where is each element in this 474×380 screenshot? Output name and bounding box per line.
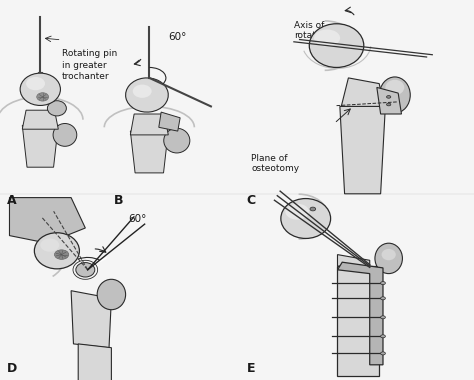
Ellipse shape: [381, 282, 385, 285]
Text: Axis of
rotation: Axis of rotation: [294, 21, 329, 40]
Ellipse shape: [76, 263, 95, 277]
Polygon shape: [159, 112, 180, 131]
Ellipse shape: [314, 30, 340, 47]
Polygon shape: [340, 106, 385, 194]
Ellipse shape: [387, 95, 391, 98]
Polygon shape: [337, 266, 379, 376]
Ellipse shape: [382, 249, 396, 260]
Ellipse shape: [55, 250, 69, 260]
Ellipse shape: [285, 204, 309, 220]
Ellipse shape: [97, 279, 126, 310]
Ellipse shape: [309, 24, 364, 68]
Polygon shape: [78, 344, 111, 380]
Polygon shape: [377, 87, 401, 114]
Ellipse shape: [281, 198, 331, 239]
Ellipse shape: [381, 352, 385, 355]
Ellipse shape: [381, 297, 385, 300]
Text: D: D: [7, 363, 18, 375]
Ellipse shape: [26, 77, 45, 90]
Polygon shape: [130, 114, 168, 135]
Ellipse shape: [375, 243, 402, 274]
Text: A: A: [7, 194, 17, 207]
Polygon shape: [9, 198, 85, 243]
Polygon shape: [341, 78, 384, 106]
Text: Rotating pin
in greater
trochanter: Rotating pin in greater trochanter: [62, 49, 117, 81]
Ellipse shape: [133, 85, 152, 98]
Ellipse shape: [40, 239, 59, 252]
Ellipse shape: [387, 103, 391, 106]
Polygon shape: [337, 255, 370, 268]
Ellipse shape: [20, 73, 61, 105]
Ellipse shape: [36, 93, 49, 101]
Polygon shape: [71, 291, 111, 348]
Ellipse shape: [164, 128, 190, 153]
Ellipse shape: [47, 101, 66, 116]
Polygon shape: [337, 262, 383, 365]
Ellipse shape: [126, 78, 168, 112]
Text: Plane of
osteotomy: Plane of osteotomy: [251, 154, 300, 173]
Polygon shape: [130, 131, 168, 173]
Ellipse shape: [381, 335, 385, 338]
Ellipse shape: [53, 124, 77, 146]
Text: 60°: 60°: [168, 32, 187, 42]
Text: B: B: [114, 194, 123, 207]
Text: C: C: [246, 194, 255, 207]
Polygon shape: [22, 110, 58, 129]
Ellipse shape: [379, 77, 410, 113]
Ellipse shape: [381, 316, 385, 319]
Polygon shape: [22, 125, 58, 167]
Text: 60°: 60°: [128, 214, 146, 224]
Ellipse shape: [385, 80, 404, 95]
Ellipse shape: [34, 233, 79, 269]
Ellipse shape: [310, 207, 316, 211]
Text: E: E: [246, 363, 255, 375]
